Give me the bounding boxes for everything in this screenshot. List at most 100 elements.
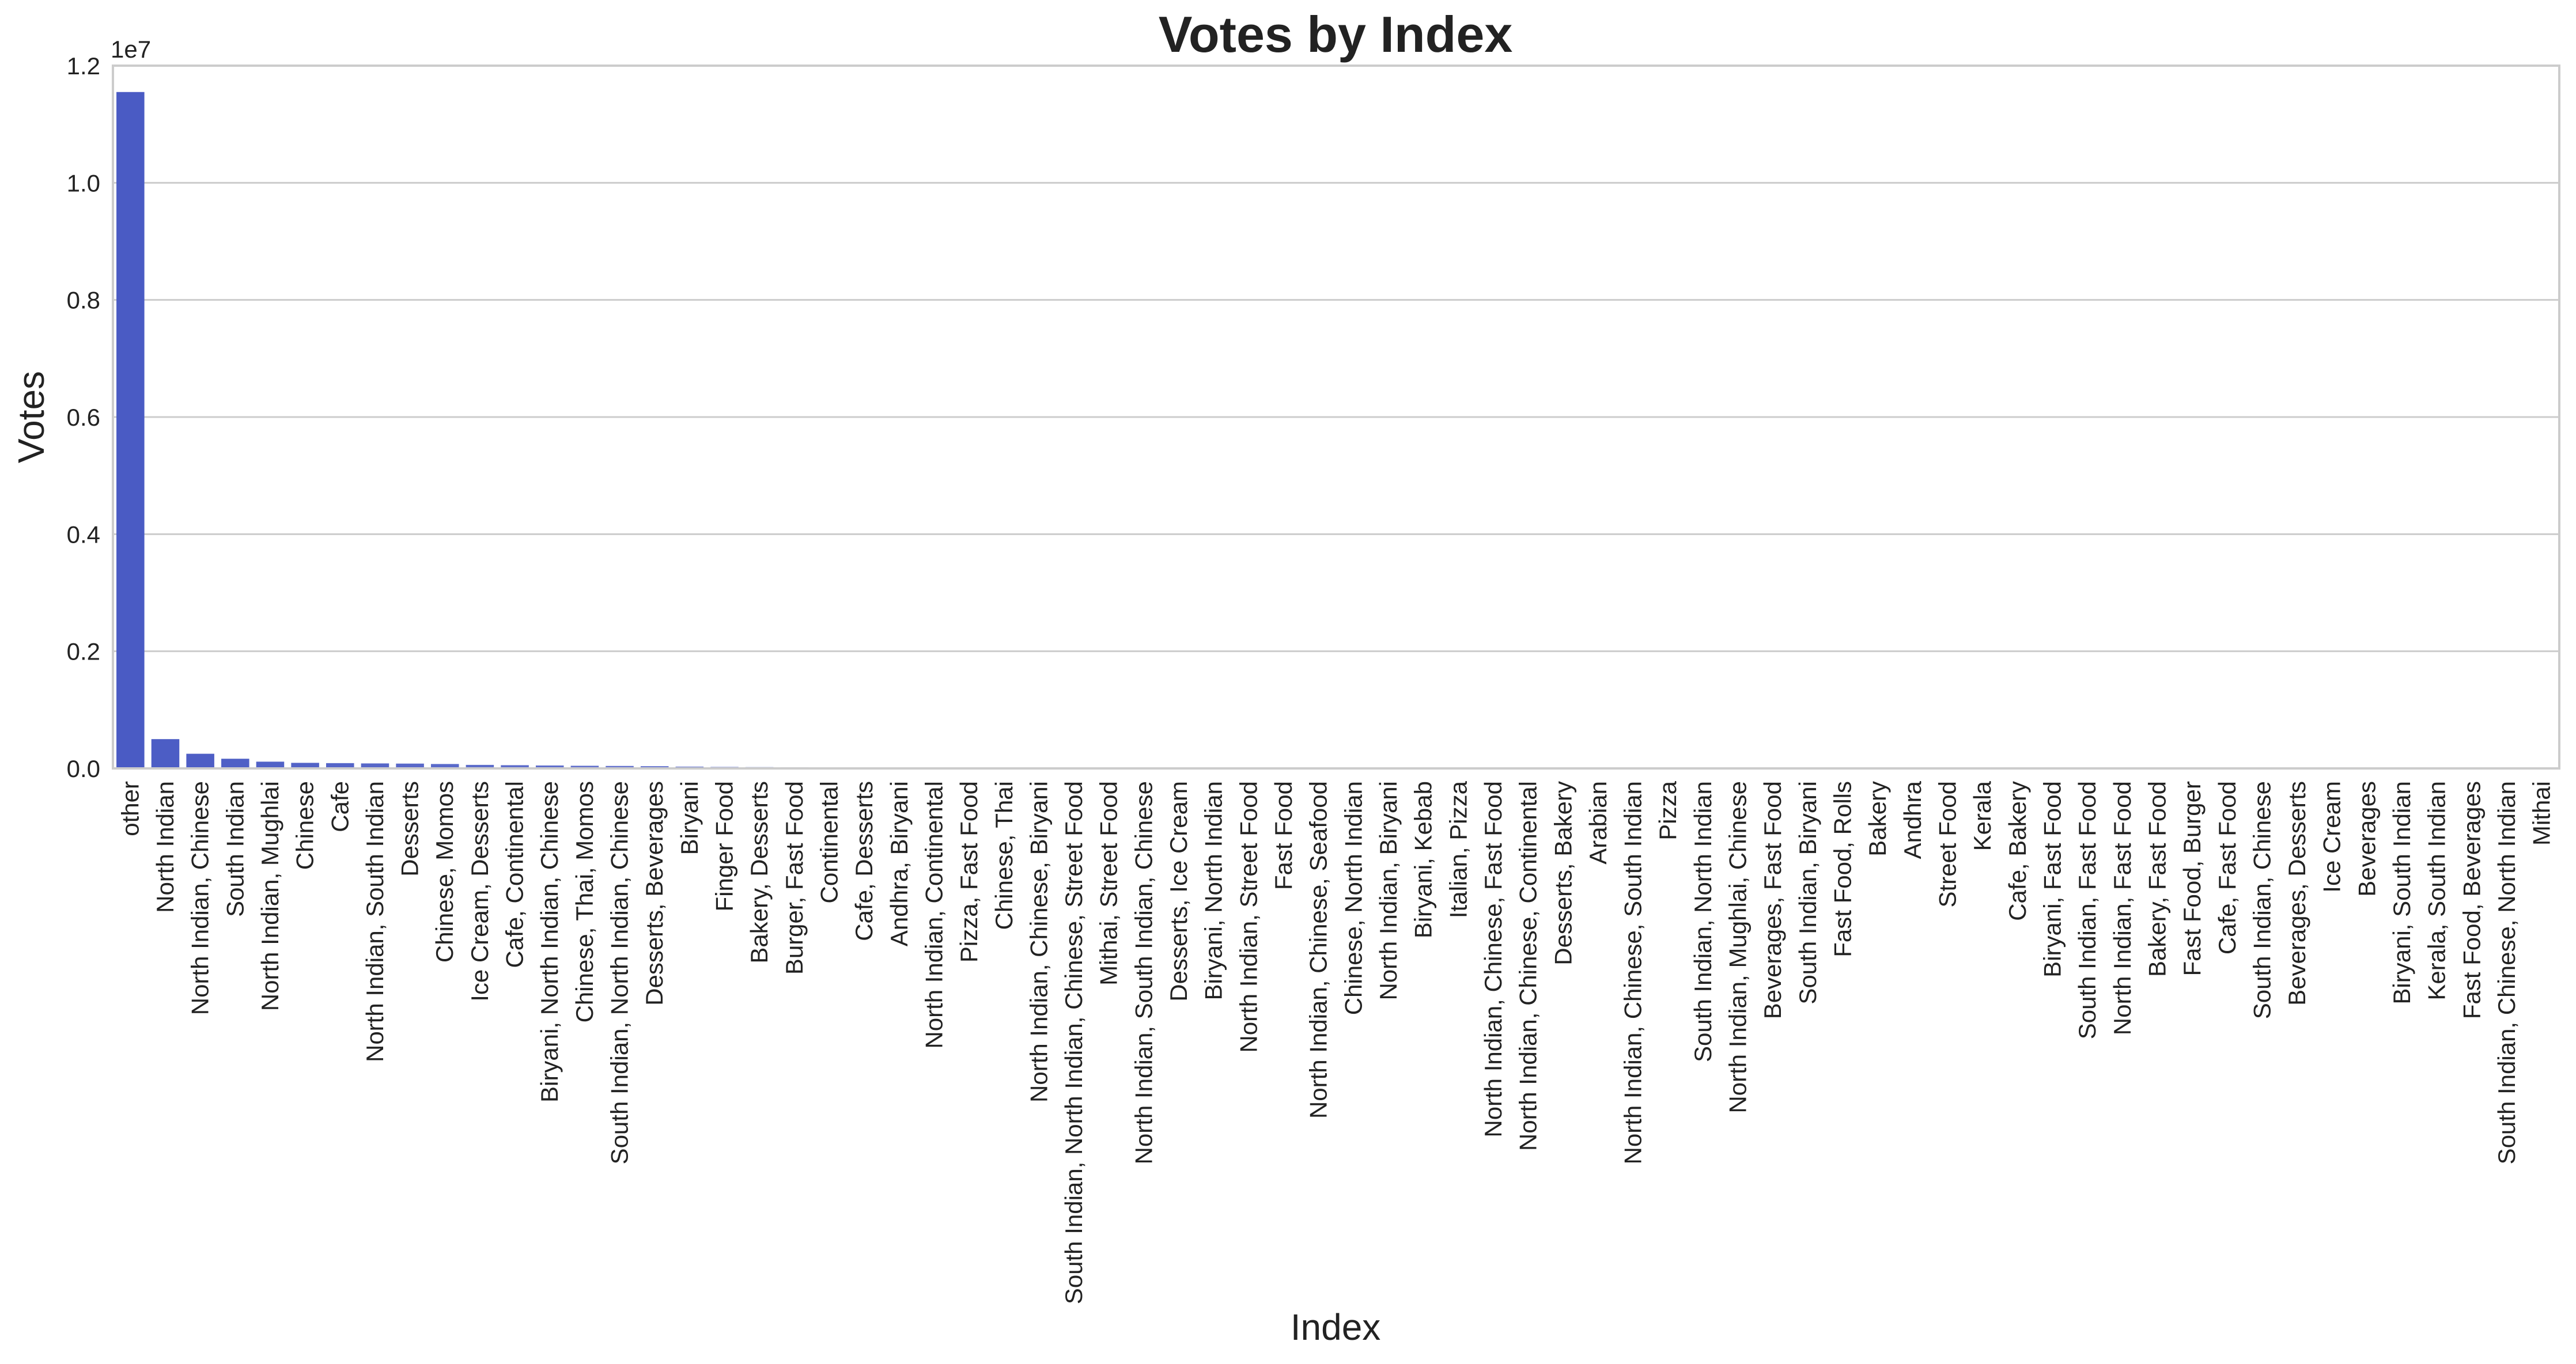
x-axis-label: Index <box>1291 1306 1381 1348</box>
x-tick-label: North Indian, Mughlai <box>256 781 283 1011</box>
x-tick-label: Desserts, Bakery <box>1549 781 1576 965</box>
x-tick-label: Cafe, Fast Food <box>2214 781 2241 954</box>
bar <box>466 764 494 768</box>
x-tick-label: South Indian, Fast Food <box>2074 781 2101 1039</box>
x-tick-label: Cafe, Continental <box>501 781 528 968</box>
bar <box>361 763 389 768</box>
x-tick-label: Andhra <box>1899 780 1926 859</box>
x-tick-label: Ice Cream <box>2318 781 2346 893</box>
x-tick-label: Cafe <box>326 781 353 832</box>
x-tick-label: Fast Food, Rolls <box>1829 781 1856 957</box>
x-tick-label: other <box>116 781 143 836</box>
x-tick-label: North Indian, Fast Food <box>2109 781 2136 1035</box>
bar <box>326 763 354 768</box>
bar <box>396 763 424 768</box>
x-tick-label: Chinese <box>292 781 319 870</box>
x-tick-label: Finger Food <box>711 781 738 911</box>
x-tick-label: Mithai, Street Food <box>1095 781 1122 986</box>
bars <box>116 92 2556 768</box>
x-tick-label: Cafe, Desserts <box>850 781 877 941</box>
x-tick-label: North Indian, Chinese, Seafood <box>1305 781 1332 1119</box>
bar <box>606 766 634 768</box>
bar <box>151 739 180 768</box>
chart-title: Votes by Index <box>1159 6 1513 63</box>
y-tick-label: 1.0 <box>67 169 100 196</box>
x-tick-label: South Indian <box>221 781 248 917</box>
bar <box>535 765 564 768</box>
x-tick-label: Mithai <box>2528 781 2555 846</box>
x-tick-label: South Indian, North Indian, Chinese, Str… <box>1060 781 1087 1304</box>
x-tick-label: North Indian, Biryani <box>1375 781 1402 1001</box>
bar <box>570 766 599 768</box>
x-tick-label: Bakery, Fast Food <box>2143 781 2170 977</box>
x-tick-label: Fast Food <box>1270 781 1297 890</box>
x-tick-label: North Indian, Street Food <box>1235 781 1262 1053</box>
y-tick-label: 0.4 <box>67 521 100 548</box>
y-tick-label: 0.8 <box>67 287 100 314</box>
x-tick-label: Chinese, Thai, Momos <box>571 781 598 1022</box>
x-tick-label: North Indian <box>152 781 179 913</box>
x-tick-label: Desserts <box>396 781 423 877</box>
y-tick-label: 1.2 <box>67 52 100 79</box>
x-tick-label: Beverages, Desserts <box>2283 781 2310 1006</box>
x-tick-label: Chinese, Momos <box>431 781 458 963</box>
bar <box>430 764 459 768</box>
x-tick-label: Beverages <box>2353 781 2380 897</box>
bar <box>291 763 319 768</box>
x-tick-label: South Indian, North Indian, Chinese <box>606 781 633 1164</box>
x-tick-label: Bakery, Desserts <box>746 781 773 964</box>
x-tick-label: Andhra, Biryani <box>886 781 913 946</box>
x-tick-label: North Indian, South Indian, Chinese <box>1130 781 1157 1164</box>
bar <box>116 92 145 768</box>
x-tick-label: Chinese, Thai <box>990 781 1017 930</box>
x-tick-label: Biryani, Kebab <box>1410 781 1437 938</box>
x-tick-label: North Indian, Continental <box>920 781 947 1049</box>
x-tick-label: North Indian, Chinese <box>187 781 214 1015</box>
x-tick-label: Pizza <box>1654 780 1681 840</box>
x-tick-label: Pizza, Fast Food <box>955 781 982 963</box>
y-tick-label: 0.0 <box>67 755 100 782</box>
x-tick-label: Biryani, North Indian, Chinese <box>536 781 563 1102</box>
x-tick-label: Biryani, Fast Food <box>2038 781 2066 977</box>
y-tick-labels: 0.0 0.2 0.4 0.6 0.8 1.0 1.2 <box>67 52 100 782</box>
x-tick-label: Biryani <box>676 781 703 855</box>
x-tick-label: Street Food <box>1934 781 1961 907</box>
x-tick-label: Cafe, Bakery <box>2004 781 2031 921</box>
x-tick-label: Kerala <box>1969 780 1996 851</box>
x-tick-label: Desserts, Ice Cream <box>1165 781 1192 1002</box>
x-tick-label: South Indian, North Indian <box>1689 781 1716 1062</box>
x-tick-label: North Indian, Chinese, South Indian <box>1620 781 1647 1164</box>
x-tick-label: Kerala, South Indian <box>2423 781 2450 1001</box>
x-tick-label: North Indian, Chinese, Fast Food <box>1480 781 1507 1138</box>
x-tick-label: North Indian, South Indian <box>361 781 388 1062</box>
y-offset-label: 1e7 <box>111 36 151 63</box>
y-tick-label: 0.6 <box>67 404 100 431</box>
x-tick-label: Burger, Fast Food <box>781 781 808 975</box>
x-tick-label: Italian, Pizza <box>1444 780 1472 918</box>
x-tick-label: South Indian, Biryani <box>1794 781 1821 1005</box>
bar <box>501 765 529 768</box>
x-tick-labels: other North Indian North Indian, Chinese So… <box>116 780 2555 1304</box>
x-tick-label: Arabian <box>1584 781 1612 865</box>
x-tick-label: Desserts, Beverages <box>641 781 668 1006</box>
x-tick-label: North Indian, Mughlai, Chinese <box>1724 781 1752 1113</box>
x-tick-label: Fast Food, Burger <box>2178 781 2206 976</box>
x-tick-label: North Indian, Chinese, Biryani <box>1025 781 1052 1102</box>
x-tick-label: Continental <box>815 781 842 903</box>
x-tick-label: Beverages, Fast Food <box>1759 781 1786 1019</box>
x-tick-label: Chinese, North Indian <box>1340 781 1367 1015</box>
x-tick-label: Fast Food, Beverages <box>2458 781 2485 1019</box>
x-tick-label: Ice Cream, Desserts <box>466 781 493 1002</box>
bar <box>256 761 285 768</box>
y-gridlines <box>113 65 2559 770</box>
plot-frame <box>112 65 2560 770</box>
x-tick-label: South Indian, Chinese, North Indian <box>2493 781 2520 1164</box>
x-tick-label: North Indian, Chinese, Continental <box>1515 781 1542 1151</box>
y-axis-label: Votes <box>10 371 52 463</box>
y-tick-label: 0.2 <box>67 638 100 665</box>
x-tick-label: Biryani, South Indian <box>2388 781 2415 1005</box>
x-tick-label: Bakery <box>1864 781 1891 857</box>
bar <box>186 753 214 768</box>
x-tick-label: Biryani, North Indian <box>1200 781 1227 1001</box>
x-tick-label: South Indian, Chinese <box>2248 781 2275 1019</box>
